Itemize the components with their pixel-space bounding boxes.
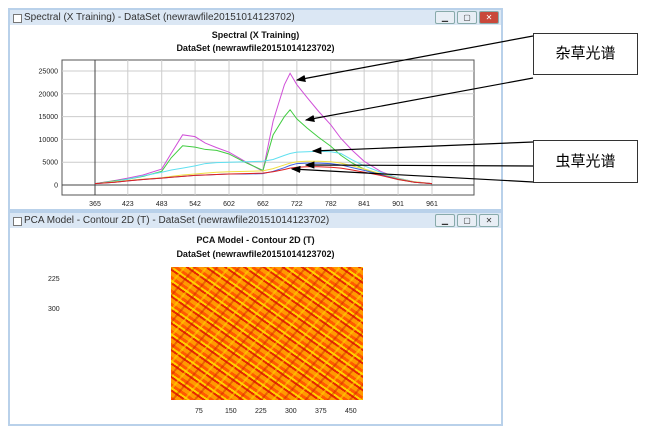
x-tick-label: 662	[257, 201, 269, 208]
pca-title-bar[interactable]: PCA Model - Contour 2D (T) - DataSet (ne…	[10, 213, 501, 228]
arrow	[311, 141, 534, 155]
series-line-0	[94, 72, 433, 185]
window-icon	[13, 217, 22, 226]
contour-image-texture	[171, 267, 363, 400]
y-tick-label: 15000	[39, 114, 59, 121]
x-tick-label: 722	[291, 201, 303, 208]
close-button[interactable]: ✕	[479, 214, 499, 227]
arrow	[295, 35, 534, 82]
x-tick-label: 300	[285, 408, 297, 415]
y-tick-label: 10000	[39, 137, 59, 144]
chart-subtitle: DataSet (newrawfile20151014123702)	[176, 43, 335, 53]
chart-subtitle: DataSet (newrawfile20151014123702)	[176, 249, 335, 259]
y-tick-label: 0	[54, 183, 58, 190]
x-tick-label: 423	[122, 201, 134, 208]
series-line-1	[94, 108, 433, 185]
maximize-button[interactable]: ▢	[457, 11, 477, 24]
x-tick-label: 375	[315, 408, 327, 415]
x-tick-label: 901	[392, 201, 404, 208]
y-tick-label: 5000	[42, 160, 58, 167]
minimize-button[interactable]: ▁	[435, 214, 455, 227]
y-tick-label: 20000	[39, 91, 59, 98]
x-tick-label: 483	[156, 201, 168, 208]
minimize-button[interactable]: ▁	[435, 11, 455, 24]
x-tick-label: 841	[358, 201, 370, 208]
series-line-2	[94, 150, 433, 185]
y-tick-label: 225	[48, 276, 60, 283]
series-line-3	[94, 160, 433, 185]
chart-title: Spectral (X Training)	[211, 30, 300, 40]
y-tick-label: 300	[48, 306, 60, 313]
maximize-button[interactable]: ▢	[457, 214, 477, 227]
x-tick-label: 961	[426, 201, 438, 208]
window-icon	[13, 14, 22, 23]
x-tick-label: 602	[223, 201, 235, 208]
weed-spectrum-label: 杂草光谱	[533, 33, 638, 75]
arrow	[290, 165, 534, 183]
x-tick-label: 782	[325, 201, 337, 208]
x-tick-label: 75	[195, 408, 203, 415]
x-tick-label: 365	[89, 201, 101, 208]
y-tick-label: 25000	[39, 69, 59, 76]
arrow	[304, 161, 534, 169]
window-title: Spectral (X Training) - DataSet (newrawf…	[24, 12, 295, 23]
x-tick-label: 225	[255, 408, 267, 415]
series-line-5	[94, 166, 433, 185]
close-button[interactable]: ✕	[479, 11, 499, 24]
spectral-title-bar[interactable]: Spectral (X Training) - DataSet (newrawf…	[10, 10, 501, 25]
x-tick-label: 150	[225, 408, 237, 415]
insect-spectrum-label: 虫草光谱	[533, 140, 638, 183]
chart-title: PCA Model - Contour 2D (T)	[196, 235, 315, 245]
window-title: PCA Model - Contour 2D (T) - DataSet (ne…	[24, 215, 330, 226]
x-tick-label: 542	[189, 201, 201, 208]
arrow	[304, 77, 534, 123]
x-tick-label: 450	[345, 408, 357, 415]
